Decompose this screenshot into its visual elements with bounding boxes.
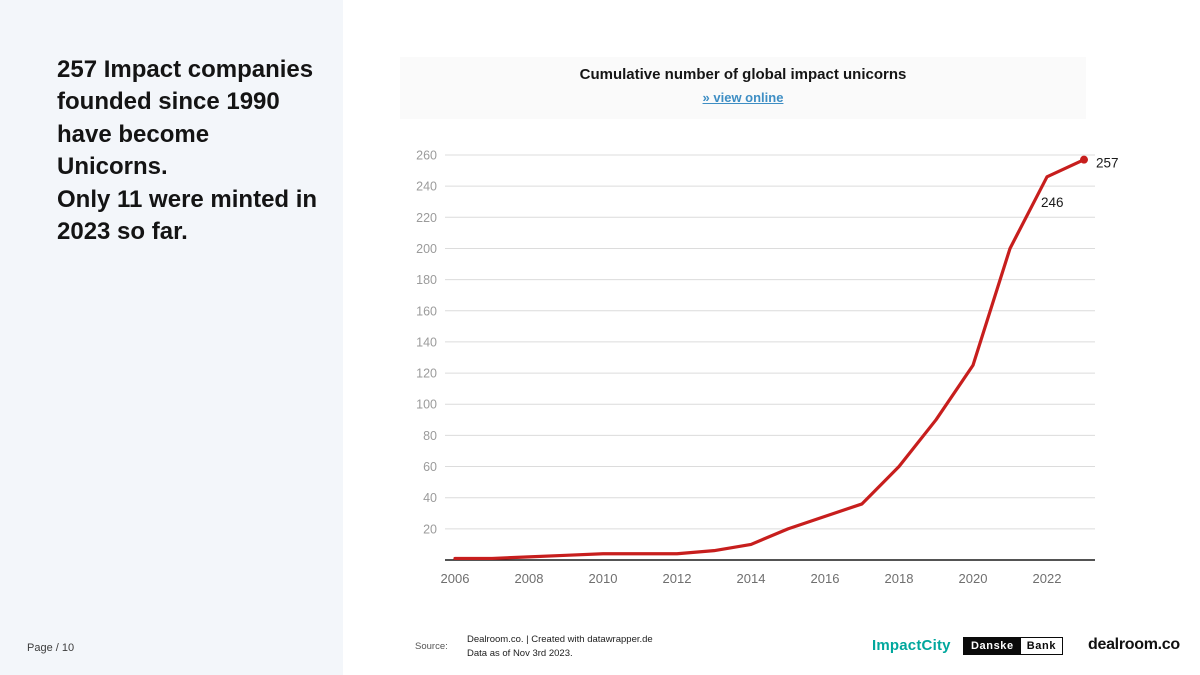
svg-text:80: 80: [423, 429, 437, 443]
svg-text:140: 140: [416, 335, 437, 349]
svg-text:2006: 2006: [441, 571, 470, 586]
impactcity-logo: ImpactCity: [872, 637, 951, 654]
svg-text:100: 100: [416, 398, 437, 412]
svg-text:2016: 2016: [811, 571, 840, 586]
chart-title: Cumulative number of global impact unico…: [579, 66, 907, 83]
svg-text:160: 160: [416, 304, 437, 318]
svg-text:257: 257: [1096, 156, 1119, 171]
svg-text:60: 60: [423, 460, 437, 474]
svg-text:2014: 2014: [737, 571, 766, 586]
source-line-1: Dealroom.co. | Created with datawrapper.…: [467, 634, 653, 645]
source-line-2: Data as of Nov 3rd 2023.: [467, 647, 573, 659]
headline-line-2: Only 11 were minted in 2023 so far.: [57, 185, 318, 245]
svg-text:200: 200: [416, 242, 437, 256]
headline-line-1: 257 Impact companies founded since 1990 …: [57, 56, 314, 181]
page-number: Page / 10: [27, 642, 75, 654]
chart-header: Cumulative number of global impact unico…: [400, 57, 1086, 119]
danske-bank-logo-bank: Bank: [1020, 638, 1063, 654]
svg-text:2008: 2008: [515, 571, 544, 586]
svg-text:40: 40: [423, 491, 437, 505]
svg-text:220: 220: [416, 211, 437, 225]
dealroom-logo: dealroom.co: [1088, 636, 1180, 653]
view-online-link[interactable]: » view online: [702, 90, 784, 105]
svg-text:2012: 2012: [663, 571, 692, 586]
danske-bank-logo: Danske Bank: [963, 637, 1064, 655]
svg-text:240: 240: [416, 180, 437, 194]
svg-text:120: 120: [416, 367, 437, 381]
svg-text:2018: 2018: [885, 571, 914, 586]
source-text: Dealroom.co. | Created with datawrapper.…: [467, 633, 653, 661]
svg-text:260: 260: [416, 149, 437, 163]
unicorns-line-chart: 20 40 60 80 100 120 140 160 180 200 220 240 260 2006 2…: [395, 140, 1125, 610]
svg-text:180: 180: [416, 273, 437, 287]
line-chart-canvas: 20 40 60 80 100 120 140 160 180 200 220 240 260 2006 2…: [416, 149, 1119, 587]
danske-bank-logo-danske: Danske: [964, 638, 1021, 654]
svg-text:2010: 2010: [589, 571, 618, 586]
left-panel: 257 Impact companies founded since 1990 …: [0, 0, 343, 675]
svg-text:246: 246: [1041, 195, 1064, 210]
svg-text:2022: 2022: [1033, 571, 1062, 586]
slide-headline: 257 Impact companies founded since 1990 …: [57, 54, 320, 248]
svg-text:2020: 2020: [959, 571, 988, 586]
source-label: Source:: [415, 641, 448, 652]
svg-text:20: 20: [423, 522, 437, 536]
